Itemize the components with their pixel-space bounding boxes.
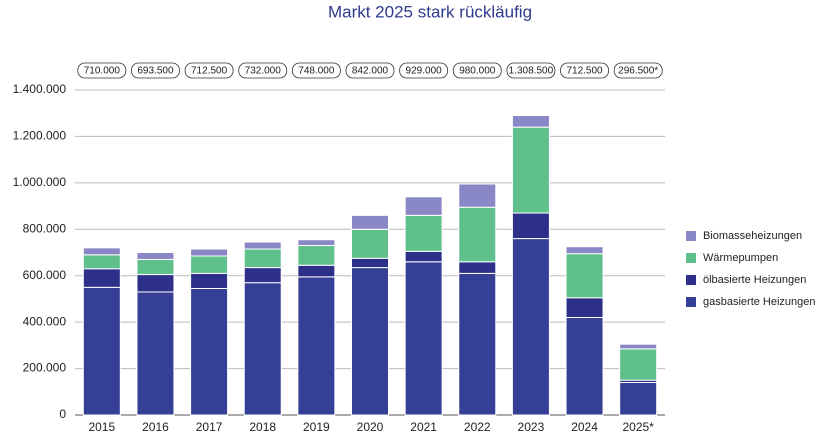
bar-segment bbox=[458, 272, 497, 416]
bar-segment bbox=[136, 252, 175, 260]
legend-label: ölbasierte Heizungen bbox=[703, 274, 806, 286]
annotation-box bbox=[399, 62, 449, 79]
bar-segment bbox=[82, 254, 121, 270]
annotation-box bbox=[345, 62, 395, 79]
bar-segment bbox=[82, 247, 121, 256]
y-tick-label: 600.000 bbox=[23, 268, 67, 282]
bar-segment bbox=[351, 214, 389, 230]
x-tick-label: 2023 bbox=[518, 420, 545, 434]
annotation: 693.500 bbox=[137, 66, 174, 77]
bar-segment bbox=[351, 257, 389, 269]
annotation: 980.000 bbox=[459, 66, 496, 77]
annotation-box bbox=[506, 62, 556, 79]
bar-segment bbox=[82, 268, 121, 288]
annotation-box bbox=[560, 62, 609, 79]
bar-segment bbox=[190, 248, 229, 257]
x-tick-label: 2015 bbox=[88, 420, 115, 434]
annotation: 732.000 bbox=[245, 66, 282, 77]
bar-segment bbox=[619, 348, 658, 381]
bar-segment bbox=[404, 250, 443, 263]
annotation-box bbox=[184, 62, 234, 79]
bar-segment bbox=[619, 382, 658, 416]
annotation: 1.308.500 bbox=[509, 66, 554, 77]
bar-segment bbox=[458, 183, 497, 208]
legend-label: Biomasseheizungen bbox=[703, 230, 802, 242]
bar-segment bbox=[82, 286, 121, 416]
bar-segment bbox=[511, 212, 550, 240]
bar-segment bbox=[404, 261, 443, 416]
x-tick-label: 2017 bbox=[196, 420, 223, 434]
y-tick-label: 1.000.000 bbox=[13, 175, 67, 189]
chart-title: Markt 2025 stark rückläufig bbox=[328, 2, 532, 21]
bar-segment bbox=[565, 317, 604, 416]
bar-segment bbox=[136, 258, 175, 276]
annotation: 710.000 bbox=[84, 66, 121, 77]
bar-segment bbox=[404, 214, 443, 252]
x-tick-label: 2018 bbox=[249, 420, 276, 434]
bar-segment bbox=[243, 267, 282, 284]
bar-segment bbox=[190, 255, 229, 274]
annotation: 929.000 bbox=[406, 66, 443, 77]
bar-segment bbox=[619, 343, 658, 350]
x-tick-label: 2021 bbox=[410, 420, 437, 434]
x-tick-label: 2024 bbox=[571, 420, 598, 434]
bar-segment bbox=[565, 253, 604, 299]
bar-segment bbox=[243, 241, 282, 250]
legend-swatch bbox=[686, 297, 696, 307]
y-tick-label: 1.200.000 bbox=[13, 129, 67, 143]
annotation: 712.500 bbox=[191, 66, 228, 77]
bar-segment bbox=[243, 282, 282, 416]
y-tick-label: 0 bbox=[59, 407, 66, 421]
bar-segment bbox=[511, 115, 550, 128]
y-tick-label: 800.000 bbox=[23, 221, 67, 235]
bar-segment bbox=[351, 228, 389, 259]
bar-segment bbox=[190, 272, 229, 289]
bar-segment bbox=[297, 264, 336, 278]
bar-segment bbox=[458, 261, 497, 274]
annotation-box bbox=[77, 62, 127, 79]
y-tick-label: 200.000 bbox=[23, 361, 67, 375]
bar-segment bbox=[511, 126, 550, 214]
bar-segment bbox=[565, 246, 604, 255]
bar-segment bbox=[511, 238, 550, 416]
annotation: 748.000 bbox=[298, 66, 335, 77]
bar-segment bbox=[190, 287, 229, 416]
legend-swatch bbox=[686, 275, 696, 285]
x-tick-label: 2025* bbox=[622, 420, 654, 434]
bar-segment bbox=[297, 245, 336, 266]
x-tick-label: 2016 bbox=[142, 420, 169, 434]
bar-segment bbox=[136, 291, 175, 416]
x-tick-label: 2019 bbox=[303, 420, 330, 434]
bar-segment bbox=[351, 267, 389, 416]
annotation-box bbox=[291, 62, 341, 79]
legend-swatch bbox=[686, 231, 696, 241]
legend-label: gasbasierte Heizungen bbox=[703, 296, 816, 308]
annotation: 296.500* bbox=[618, 66, 658, 77]
bar-segment bbox=[458, 206, 497, 263]
legend-label: Wärmepumpen bbox=[703, 252, 778, 264]
annotation: 712.500 bbox=[566, 66, 603, 77]
y-tick-label: 400.000 bbox=[23, 314, 67, 328]
annotation-box bbox=[238, 62, 288, 79]
annotation-box bbox=[452, 62, 502, 79]
bar-segment bbox=[297, 276, 336, 416]
bar-segment bbox=[243, 248, 282, 269]
legend-swatch bbox=[686, 253, 696, 263]
annotation-box bbox=[131, 62, 180, 79]
bar-segment bbox=[136, 274, 175, 293]
annotation: 842.000 bbox=[352, 66, 389, 77]
annotation-box bbox=[613, 62, 663, 79]
bar-segment bbox=[565, 297, 604, 318]
x-tick-label: 2020 bbox=[357, 420, 384, 434]
y-tick-label: 1.400.000 bbox=[13, 82, 67, 96]
x-tick-label: 2022 bbox=[464, 420, 491, 434]
bar-segment bbox=[297, 239, 336, 247]
bar-segment bbox=[404, 196, 443, 216]
